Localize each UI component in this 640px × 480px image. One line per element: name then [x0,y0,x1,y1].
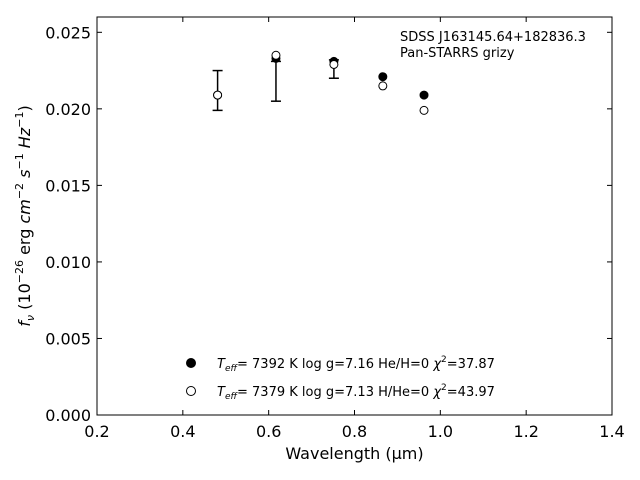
legend-label-1: Teff= 7392 K log g=7.16 He/H=0 χ2=37.87 [217,355,495,374]
legend-entry-1: Teff= 7392 K log g=7.16 He/H=0 χ2=37.87 [186,355,495,374]
legend: Teff= 7392 K log g=7.16 He/H=0 χ2=37.87 … [186,355,495,402]
y-tick-label: 0.025 [45,23,91,42]
y-tick-label: 0.010 [45,253,91,272]
x-axis-label: Wavelength (μm) [285,444,423,463]
annotation-object-name: SDSS J163145.64+182836.3 [400,30,586,45]
y-tick-label: 0.000 [45,406,91,425]
legend-entry-2: Teff= 7379 K log g=7.13 H/He=0 χ2=43.97 [186,383,495,402]
y-tick-label: 0.015 [45,176,91,195]
plot-area-frame [96,16,613,416]
data-point-open [378,81,388,91]
x-tick-label: 0.2 [84,422,109,441]
y-tick-label: 0.020 [45,100,91,119]
x-tick-label: 0.8 [342,422,367,441]
y-axis-ticks: 0.000 0.005 0.010 0.015 0.020 0.025 [45,23,612,425]
observed-error-bars [212,59,339,112]
x-tick-label: 1.0 [428,422,453,441]
data-point-open [213,90,223,100]
legend-label-2: Teff= 7379 K log g=7.13 H/He=0 χ2=43.97 [217,383,495,402]
annotation-survey: Pan-STARRS grizy [400,46,515,61]
x-tick-label: 1.4 [599,422,624,441]
data-point-open [329,59,339,69]
x-tick-label: 0.4 [170,422,195,441]
legend-marker-filled-circle [186,358,196,368]
data-point-filled [419,90,429,100]
data-point-filled [378,72,388,82]
x-tick-label: 0.6 [256,422,281,441]
model-points [213,50,429,115]
x-axis-ticks: 0.2 0.4 0.6 0.8 1.0 1.2 1.4 [84,17,625,441]
data-point-open [271,50,281,60]
x-tick-label: 1.2 [513,422,538,441]
y-tick-label: 0.005 [45,329,91,348]
data-point-open [419,105,429,115]
y-axis-label: fν (10−26 erg cm−2 s−1 Hz−1) [13,105,37,326]
legend-marker-open-circle [186,386,196,396]
